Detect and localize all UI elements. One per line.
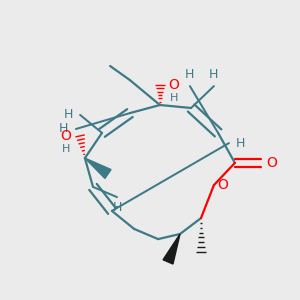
Text: H: H bbox=[209, 68, 219, 81]
Text: O: O bbox=[61, 129, 71, 143]
Text: H: H bbox=[59, 122, 69, 136]
Text: H: H bbox=[185, 68, 195, 81]
Text: H: H bbox=[112, 201, 122, 214]
Text: O: O bbox=[169, 78, 179, 92]
Text: H: H bbox=[236, 136, 245, 150]
Text: O: O bbox=[218, 178, 228, 192]
Text: H: H bbox=[170, 93, 178, 103]
Text: H: H bbox=[62, 144, 70, 154]
Polygon shape bbox=[85, 158, 111, 178]
Text: O: O bbox=[266, 156, 277, 170]
Text: H: H bbox=[63, 108, 73, 122]
Polygon shape bbox=[163, 234, 180, 264]
